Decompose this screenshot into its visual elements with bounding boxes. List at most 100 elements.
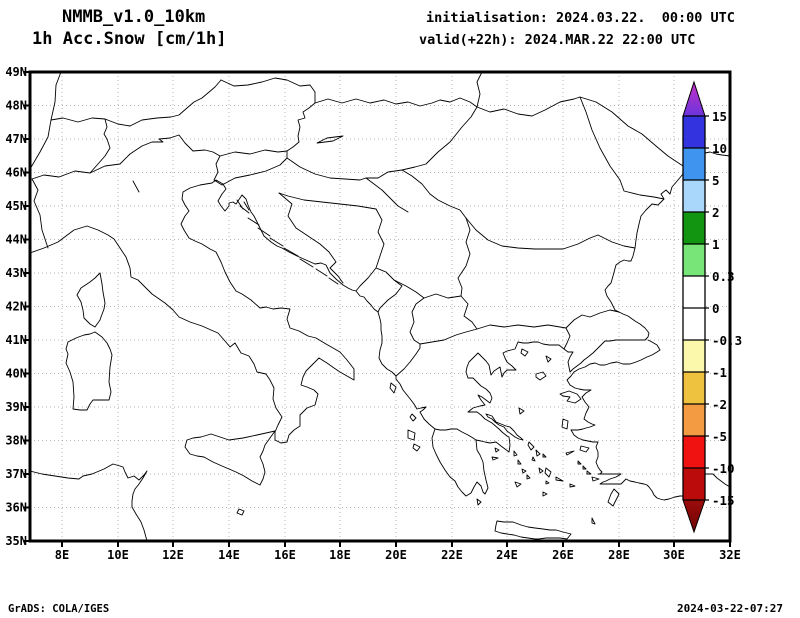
map-plot [24,70,732,547]
colorbar-segment [683,244,705,276]
border-albania-greece [395,343,421,377]
colorbar-level-label: 10 [712,141,727,156]
adriatic-islands [236,199,339,285]
y-label: 37N [5,467,27,481]
init-time-label: initialisation: 2024.03.22. 00:00 UTC [426,10,735,26]
y-label: 41N [5,333,27,347]
border-romania-bulgaria-danube [465,217,636,250]
x-label: 24E [496,548,518,562]
colorbar-level-ticks [683,115,709,501]
colorbar-segment [683,372,705,404]
colorbar-level-label: -10 [712,461,735,476]
grads-credit: GrADS: COLA/IGES [8,603,109,615]
y-label: 36N [5,501,27,515]
x-label: 14E [218,548,240,562]
colorbar-below-min-triangle [682,499,706,534]
colorbar-segment [683,276,705,308]
colorbar-labels: 15 10 5 2 1 0.3 0 -0.3 -1 -2 -5 -10 -15 [712,109,742,508]
colorbar-segment [683,436,705,468]
model-title: NMMB_v1.0_10km [62,7,205,27]
y-label: 43N [5,266,27,280]
y-axis-labels: 49N 48N 47N 46N 45N 44N 43N 42N 41N 40N … [5,65,27,548]
colorbar-segment [683,116,705,148]
colorbar-level-label: -1 [712,365,727,380]
x-label: 32E [719,548,741,562]
border-drina-serbia-bosnia [355,208,385,292]
x-label: 18E [329,548,351,562]
border-austria-czech-hungary [220,77,316,152]
y-label: 48N [5,99,27,113]
border-hungary-serbia-romania [365,106,478,179]
colorbar-above-max-triangle [682,80,706,117]
border-croatia-serbia-danube [365,177,409,213]
colorbar-level-label: 0 [712,301,720,316]
colorbar-segment [683,180,705,212]
coastline-crete [494,520,572,540]
coastline-north-africa [30,463,148,541]
y-label: 45N [5,199,27,213]
y-label: 42N [5,300,27,314]
x-label: 12E [162,548,184,562]
colorbar: 15 10 5 2 1 0.3 0 -0.3 -1 -2 -5 -10 -15 [682,80,742,534]
border-bulgaria-turkey [565,309,620,329]
x-label: 10E [107,548,129,562]
creation-timestamp: 2024-03-22-07:27 [677,602,783,615]
y-label: 39N [5,400,27,414]
colorbar-level-label: -2 [712,397,727,412]
coastline-adriatic-balkan-greece [217,183,565,453]
coastline-malta [236,508,245,516]
coastline-euboea [485,413,524,441]
border-romania-ukraine [476,96,581,117]
border-serbia-bulgaria [457,217,471,297]
colorbar-segment [683,148,705,180]
border-macedonia-bulgaria [460,295,478,330]
border-bulgaria-greece [476,324,567,330]
border-kosovo-macedonia [393,279,462,299]
product-title: 1h Acc.Snow [cm/1h] [32,29,226,49]
border-prut-moldova [579,96,665,200]
y-label: 47N [5,132,27,146]
colorbar-segment [683,404,705,436]
y-label: 44N [5,233,27,247]
colorbar-segment [683,212,705,244]
coastline-sardinia [65,331,113,411]
colorbar-level-label: 2 [712,205,720,220]
colorbar-segment [683,340,705,372]
border-croatia-bosnia [278,192,344,284]
coastline-turkey-aegean [566,371,730,501]
border-slovakia-hungary-ukraine [314,72,483,108]
y-label: 49N [5,65,27,79]
coastline-corsica [76,272,106,328]
colorbar-level-label: -15 [712,493,735,508]
border-slovenia-croatia [221,150,288,186]
y-label: 38N [5,434,27,448]
y-label: 35N [5,534,27,548]
colorbar-segment [683,308,705,340]
border-croatia-hungary [286,157,367,181]
border-sava-croatia-bosnia [278,192,377,210]
coastline-sicily [184,430,276,486]
border-serbia-romania [401,169,467,219]
border-austria-slovenia [219,149,288,157]
border-alps-italy [31,134,223,249]
greek-islands [389,348,620,525]
border-france-germany [50,72,62,121]
y-axis-ticks [24,71,30,542]
x-label: 30E [663,548,685,562]
border-macedonia-greece [419,328,478,345]
coastline-peloponnese-details [431,428,489,497]
valid-time-label: valid(+22h): 2024.MAR.22 22:00 UTC [419,32,695,48]
x-label: 16E [274,548,296,562]
border-serbia-montenegro-albania [375,267,403,313]
colorbar-level-label: 1 [712,237,720,252]
x-label: 20E [385,548,407,562]
border-moldova-ukraine [579,96,689,170]
border-germany-austria [104,79,222,127]
lakes [132,135,344,193]
colorbar-level-label: 15 [712,109,727,124]
border-albania-macedonia [409,297,425,345]
x-label: 8E [55,548,69,562]
colorbar-level-label: -0.3 [712,333,742,348]
